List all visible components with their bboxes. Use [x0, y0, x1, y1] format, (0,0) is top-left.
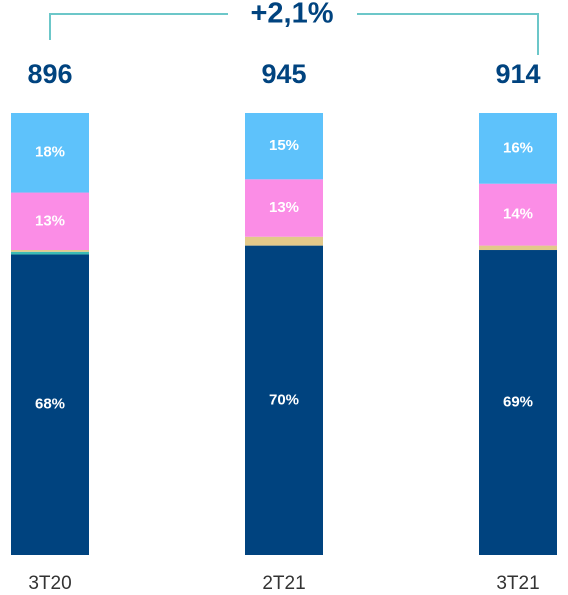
bracket-right [357, 13, 539, 55]
segment-label: 16% [503, 139, 533, 156]
segment-label: 13% [35, 212, 65, 229]
segment-label: 14% [503, 206, 533, 223]
total-label: 896 [27, 59, 72, 89]
bar-segment [479, 113, 557, 184]
segment-label: 68% [35, 396, 65, 413]
bar-segment [11, 251, 89, 255]
bar-segment [11, 192, 89, 251]
segment-label: 70% [269, 391, 299, 408]
segment-label: 13% [269, 199, 299, 216]
x-tick-label: 3T21 [496, 573, 539, 594]
total-label: 914 [495, 59, 540, 89]
bar-segment [479, 250, 557, 555]
annotation: +2,1% [250, 0, 333, 30]
bar-segment [11, 113, 89, 193]
bracket-left [49, 13, 228, 40]
bar-segment [479, 183, 557, 246]
bar-segment [11, 250, 89, 252]
segment-label: 15% [269, 137, 299, 154]
segment-label: 18% [35, 144, 65, 161]
x-tick-label: 3T20 [28, 573, 71, 594]
total-label: 945 [261, 59, 306, 89]
bar-segment [245, 236, 323, 246]
bar-segment [245, 179, 323, 237]
segment-label: 69% [503, 393, 533, 410]
bar-segment [245, 245, 323, 555]
x-tick-label: 2T21 [262, 573, 305, 594]
bar-segment [11, 254, 89, 555]
bar-segment [245, 113, 323, 180]
bar-segment [479, 245, 557, 251]
